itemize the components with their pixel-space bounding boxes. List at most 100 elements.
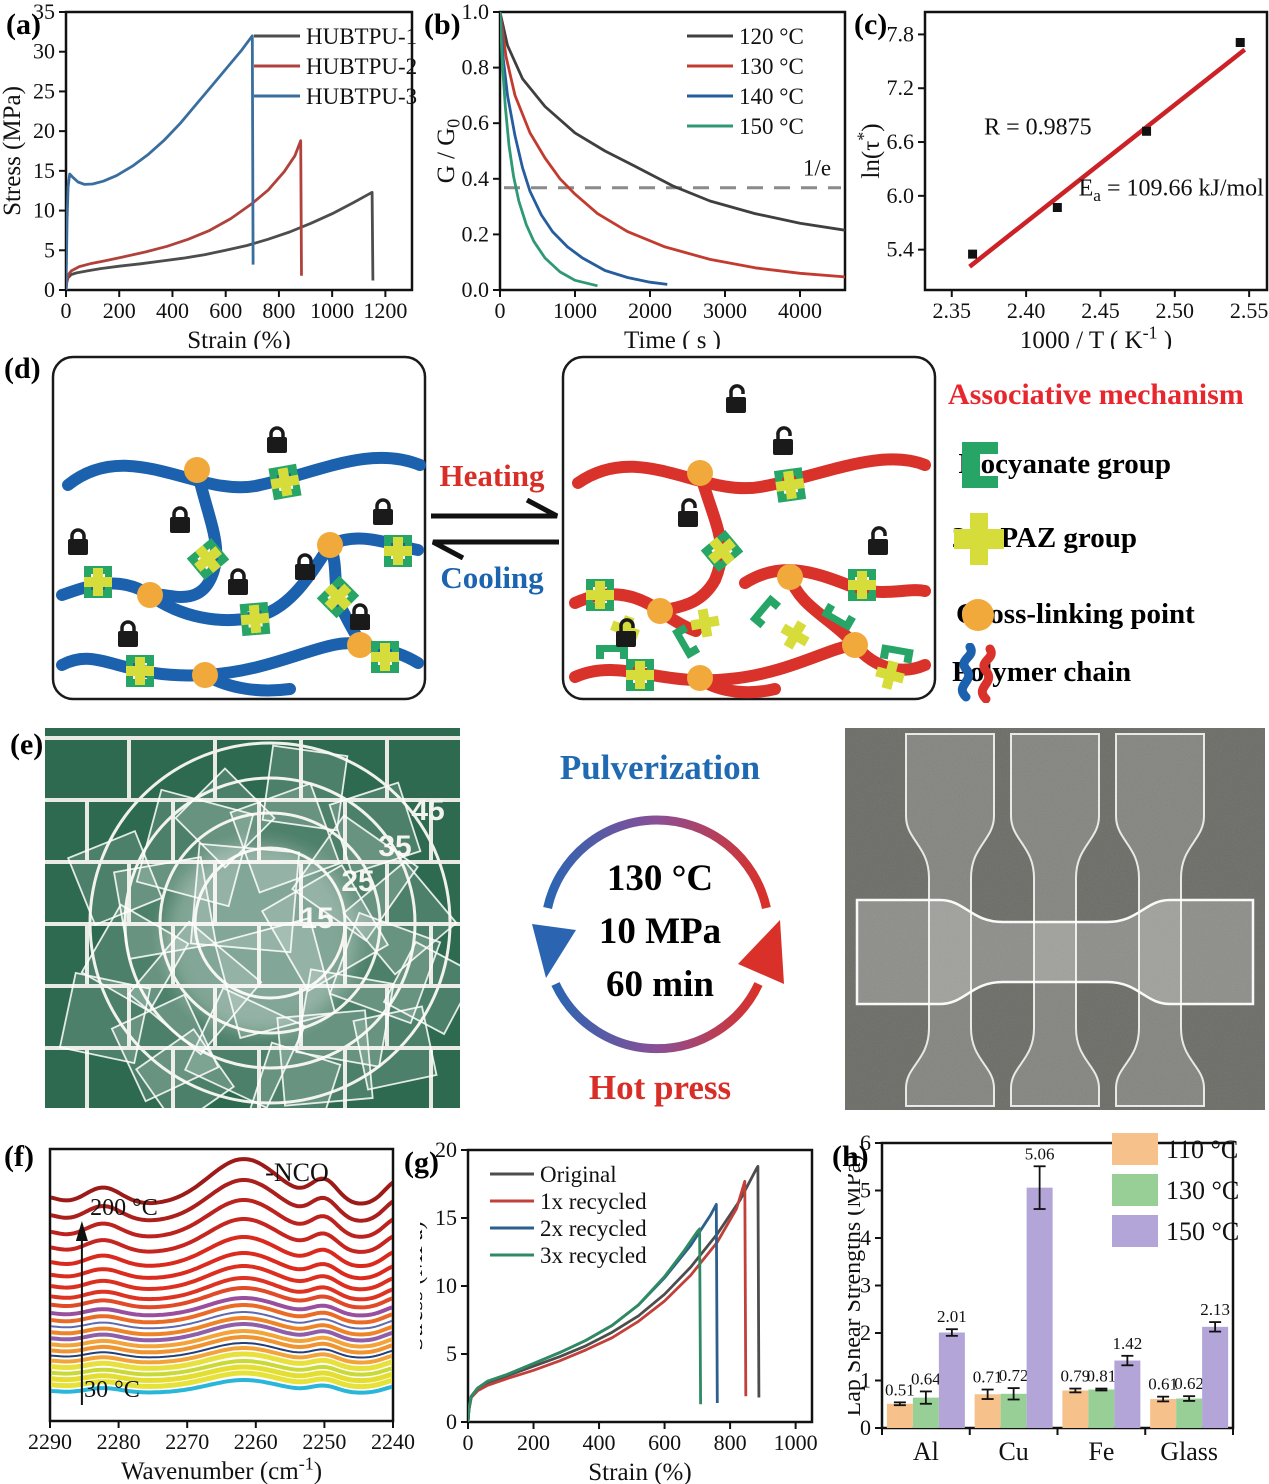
svg-text:2290: 2290 (28, 1429, 72, 1454)
svg-text:Strain (%): Strain (%) (588, 1459, 691, 1484)
svg-text:0.64: 0.64 (911, 1369, 941, 1388)
svg-text:20: 20 (435, 1137, 457, 1162)
legend-item-mpaz: 2-mPAZ group (952, 512, 1137, 565)
svg-text:7.8: 7.8 (887, 21, 915, 46)
svg-text:15: 15 (33, 158, 55, 183)
svg-text:2.50: 2.50 (1156, 298, 1195, 323)
legend-item-polymer: Polymer chain (952, 642, 1131, 703)
svg-text:1x recycled: 1x recycled (540, 1189, 647, 1214)
svg-text:200: 200 (517, 1430, 550, 1455)
svg-text:HUBTPU-2: HUBTPU-2 (306, 54, 417, 79)
svg-text:2: 2 (860, 1320, 871, 1345)
lap-shear-bar-chart: 0 1 2 3 4 5 6 Al 0.510.64 2.01 Cu 0.710.72 5.06 Fe 0.7… (848, 1130, 1239, 1466)
cooling-label: Cooling (440, 560, 544, 595)
svg-text:2240: 2240 (371, 1429, 415, 1454)
svg-text:150 °C: 150 °C (739, 114, 804, 139)
recycled-specimens-photo (845, 728, 1265, 1110)
arrhenius-plot: 2.35 2.40 2.45 2.50 2.55 5.4 6.0 6.6 7.2 7.8 1000 … (854, 10, 1269, 350)
svg-text:25: 25 (33, 78, 55, 103)
panel-label-b: (b) (424, 8, 461, 41)
panel-label-f: (f) (4, 1140, 34, 1173)
svg-text:Al: Al (913, 1437, 939, 1466)
svg-text:0.61: 0.61 (1148, 1375, 1178, 1394)
cycle-pressure: 10 MPa (598, 911, 722, 952)
svg-text:30: 30 (33, 39, 55, 64)
svg-text:0: 0 (446, 1409, 457, 1434)
svg-text:200: 200 (103, 298, 136, 323)
svg-text:10: 10 (33, 198, 55, 223)
svg-text:20: 20 (33, 118, 55, 143)
svg-text:130 °C: 130 °C (1166, 1176, 1239, 1205)
svg-text:1000: 1000 (310, 298, 354, 323)
svg-text:1.42: 1.42 (1113, 1334, 1143, 1353)
svg-text:3: 3 (860, 1273, 871, 1298)
panel-label-g: (g) (404, 1146, 439, 1179)
svg-text:0.62: 0.62 (1174, 1374, 1204, 1393)
svg-text:1000 / T ( K-1 ): 1000 / T ( K-1 ) (1020, 323, 1172, 350)
svg-text:1/e: 1/e (803, 156, 831, 181)
panel-label-a: (a) (6, 8, 41, 41)
svg-text:0.0: 0.0 (462, 277, 490, 302)
svg-text:0.81: 0.81 (1087, 1367, 1117, 1386)
svg-text:2000: 2000 (628, 298, 672, 323)
svg-text:2.55: 2.55 (1230, 298, 1269, 323)
svg-text:5.06: 5.06 (1025, 1144, 1055, 1163)
svg-text:Fe: Fe (1088, 1437, 1114, 1466)
panel-label-e: (e) (10, 728, 44, 761)
svg-text:0: 0 (860, 1415, 871, 1440)
recycle-cycle-icon (532, 815, 784, 1054)
svg-text:0.79: 0.79 (1061, 1367, 1091, 1386)
polymer-squiggle-icon (957, 642, 996, 703)
svg-text:-NCO: -NCO (265, 1158, 329, 1187)
svg-text:0.8: 0.8 (462, 55, 490, 80)
svg-text:130 °C: 130 °C (739, 54, 804, 79)
pulverized-films-photo: 45352515 (45, 728, 460, 1108)
panel-label-c: (c) (854, 8, 888, 41)
svg-text:Time ( s ): Time ( s ) (624, 327, 721, 349)
cycle-arrowhead-red (738, 920, 784, 984)
stress-relaxation-chart: 0 1000 2000 3000 4000 0.0 0.2 0.4 0.6 0.8 1.0 Time … (433, 4, 847, 349)
panel-label-d: (d) (4, 352, 41, 385)
svg-text:0.6: 0.6 (462, 110, 490, 135)
svg-text:0.71: 0.71 (973, 1368, 1003, 1387)
cycle-conditions: 130 °C 10 MPa 60 min (490, 852, 830, 1011)
stress-strain-chart: 0 200 400 600 800 1000 1200 0 5 10 15 20 25 30 35 Strai… (0, 4, 417, 349)
svg-text:0: 0 (463, 1430, 474, 1455)
cycle-time: 60 min (606, 964, 714, 1005)
svg-text:Original: Original (540, 1162, 617, 1187)
svg-text:G / G0: G / G0 (433, 119, 464, 184)
svg-text:Wavenumber (cm-1): Wavenumber (cm-1) (121, 1454, 322, 1484)
svg-text:800: 800 (714, 1430, 747, 1455)
svg-text:1: 1 (860, 1368, 871, 1393)
svg-text:30 °C: 30 °C (84, 1377, 140, 1403)
heating-label: Heating (439, 458, 545, 493)
svg-text:4000: 4000 (778, 298, 822, 323)
recycled-stress-strain-chart: 0 200 400 600 800 1000 0 5 10 15 20 Strain (%) Stres… (420, 1137, 818, 1484)
legend-item-crosslink: Cross-linking point (956, 598, 1195, 631)
svg-text:35: 35 (378, 830, 411, 863)
mechanism-legend-title: Associative mechanism (948, 378, 1244, 411)
svg-text:Ea = 109.66 kJ/mol: Ea = 109.66 kJ/mol (1079, 175, 1265, 204)
svg-text:HUBTPU-3: HUBTPU-3 (306, 84, 417, 109)
svg-text:15: 15 (435, 1205, 457, 1230)
svg-text:0.51: 0.51 (885, 1380, 915, 1399)
svg-text:6: 6 (860, 1130, 871, 1155)
svg-text:1000: 1000 (774, 1430, 818, 1455)
svg-text:Cu: Cu (998, 1437, 1028, 1466)
svg-text:2x recycled: 2x recycled (540, 1216, 647, 1241)
svg-text:4: 4 (860, 1225, 871, 1250)
svg-text:Stress (MPa): Stress (MPa) (0, 86, 26, 216)
cycle-temp: 130 °C (606, 858, 714, 899)
svg-text:2.13: 2.13 (1200, 1300, 1230, 1319)
svg-text:2270: 2270 (165, 1429, 209, 1454)
svg-text:0.72: 0.72 (999, 1366, 1029, 1385)
svg-text:3x recycled: 3x recycled (540, 1243, 647, 1268)
svg-text:6.6: 6.6 (887, 129, 915, 154)
svg-text:400: 400 (583, 1430, 616, 1455)
svg-text:1.0: 1.0 (462, 4, 490, 24)
svg-text:Strain (%): Strain (%) (187, 327, 290, 349)
pulverization-label: Pulverization (559, 748, 761, 787)
mechanism-schematic (51, 355, 937, 701)
svg-text:200 °C: 200 °C (90, 1195, 158, 1221)
